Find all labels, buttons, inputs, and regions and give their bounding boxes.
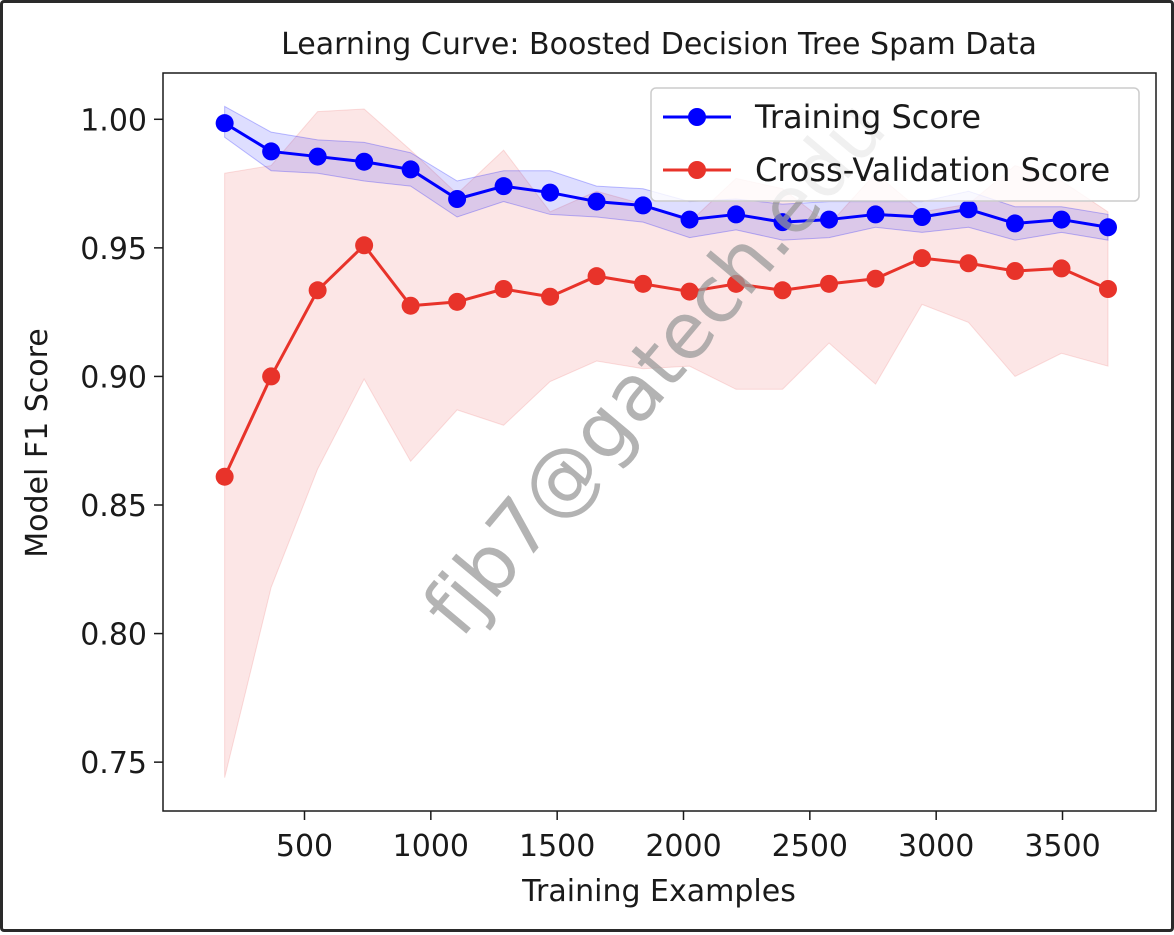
point-cross-validation-score bbox=[727, 274, 746, 293]
point-training-score bbox=[355, 152, 374, 171]
legend-label-training: Training Score bbox=[754, 98, 981, 136]
x-axis-label: Training Examples bbox=[521, 874, 796, 909]
point-training-score bbox=[727, 205, 746, 224]
point-cross-validation-score bbox=[634, 274, 653, 293]
point-training-score bbox=[959, 200, 978, 219]
point-training-score bbox=[215, 114, 234, 133]
y-tick-label: 0.90 bbox=[80, 360, 147, 395]
point-cross-validation-score bbox=[773, 281, 792, 300]
point-cross-validation-score bbox=[1098, 280, 1117, 298]
point-cross-validation-score bbox=[587, 267, 606, 286]
point-training-score bbox=[1052, 210, 1071, 229]
legend: Training Score Cross-Validation Score bbox=[650, 87, 1140, 202]
point-training-score bbox=[308, 147, 327, 166]
point-cross-validation-score bbox=[401, 296, 420, 315]
plot-area-border bbox=[162, 72, 1157, 812]
point-cross-validation-score bbox=[541, 287, 560, 306]
point-cross-validation-score bbox=[215, 467, 234, 486]
point-cross-validation-score bbox=[1006, 262, 1025, 280]
point-cross-validation-score bbox=[355, 236, 374, 255]
point-training-score bbox=[913, 208, 932, 226]
x-tick-label: 3000 bbox=[898, 829, 974, 864]
legend-marker-cross-validation bbox=[688, 161, 706, 179]
point-training-score bbox=[494, 177, 513, 196]
x-tick-label: 1000 bbox=[393, 829, 469, 864]
point-cross-validation-score bbox=[494, 280, 513, 298]
point-cross-validation-score bbox=[866, 269, 885, 288]
y-tick-label: 0.80 bbox=[80, 618, 147, 653]
y-tick-label: 0.75 bbox=[80, 746, 147, 781]
point-training-score bbox=[1098, 218, 1117, 237]
series-points bbox=[215, 114, 1117, 486]
point-training-score bbox=[820, 210, 839, 229]
point-cross-validation-score bbox=[308, 281, 327, 300]
point-training-score bbox=[680, 210, 699, 229]
y-tick-label: 0.85 bbox=[80, 489, 147, 524]
x-tick-label: 1500 bbox=[519, 829, 595, 864]
point-training-score bbox=[401, 160, 420, 179]
point-cross-validation-score bbox=[680, 282, 699, 301]
y-axis-label: Model F1 Score bbox=[20, 328, 55, 558]
x-tick-label: 500 bbox=[276, 829, 333, 864]
x-axis-ticks: 500 1000 1500 2000 2500 3000 3500 bbox=[276, 811, 1101, 864]
point-cross-validation-score bbox=[262, 367, 281, 386]
y-axis-ticks: 0.75 0.80 0.85 0.90 0.95 1.00 bbox=[80, 103, 163, 781]
band-training-score bbox=[224, 105, 1109, 241]
point-cross-validation-score bbox=[1052, 259, 1071, 278]
chart-title: Learning Curve: Boosted Decision Tree Sp… bbox=[281, 27, 1037, 62]
point-training-score bbox=[1006, 214, 1025, 233]
point-training-score bbox=[587, 192, 606, 211]
learning-curve-chart: Learning Curve: Boosted Decision Tree Sp… bbox=[20, 27, 1157, 909]
point-cross-validation-score bbox=[820, 274, 839, 293]
point-training-score bbox=[541, 183, 560, 202]
y-tick-label: 1.00 bbox=[80, 103, 147, 138]
point-training-score bbox=[448, 190, 467, 208]
point-cross-validation-score bbox=[448, 292, 467, 311]
legend-label-cross-validation: Cross-Validation Score bbox=[755, 151, 1110, 189]
legend-box bbox=[650, 87, 1140, 202]
point-cross-validation-score bbox=[959, 254, 978, 273]
point-training-score bbox=[773, 213, 792, 232]
legend-marker-training bbox=[688, 108, 706, 126]
x-tick-label: 2000 bbox=[645, 829, 721, 864]
point-training-score bbox=[866, 205, 885, 224]
point-training-score bbox=[634, 196, 653, 215]
x-tick-label: 2500 bbox=[772, 829, 848, 864]
x-tick-label: 3500 bbox=[1024, 829, 1100, 864]
point-cross-validation-score bbox=[913, 249, 932, 268]
y-tick-label: 0.95 bbox=[80, 232, 147, 267]
point-training-score bbox=[262, 142, 281, 161]
